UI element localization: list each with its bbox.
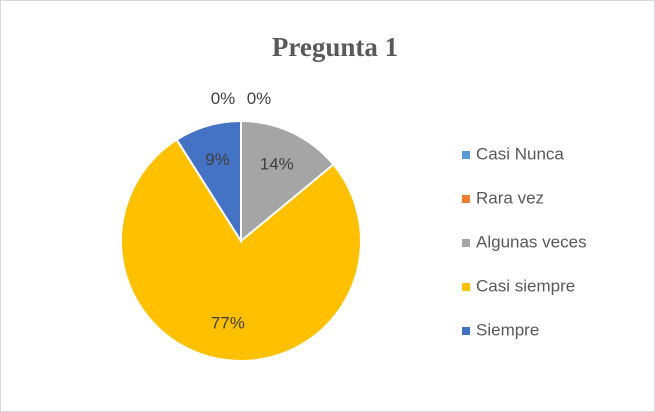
data-label: 14%	[260, 154, 294, 173]
pie-slice	[120, 138, 362, 362]
legend-label: Casi Nunca	[476, 144, 564, 163]
legend-label: Rara vez	[476, 188, 544, 207]
chart-title: Pregunta 1	[272, 32, 398, 62]
legend-label: Algunas veces	[476, 232, 587, 251]
legend-label: Casi siempre	[476, 276, 575, 295]
pie-slice	[175, 119, 242, 245]
legend-swatch	[462, 327, 470, 335]
legend-swatch	[462, 283, 470, 291]
legend-swatch	[462, 239, 470, 247]
data-label: 0%	[211, 89, 236, 108]
legend-swatch	[462, 195, 470, 203]
legend-swatch	[462, 151, 470, 159]
data-label: 9%	[205, 150, 230, 169]
data-label: 77%	[211, 313, 245, 332]
pie-slice	[240, 119, 335, 244]
legend-label: Siempre	[476, 320, 539, 339]
data-label: 0%	[247, 89, 272, 108]
